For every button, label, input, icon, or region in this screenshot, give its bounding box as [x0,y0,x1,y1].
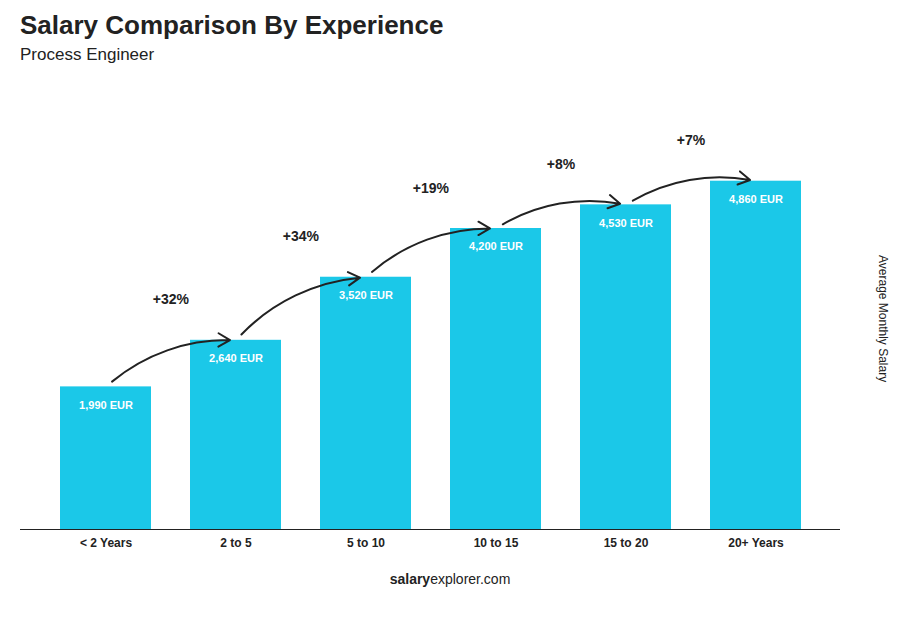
svg-text:20+ Years: 20+ Years [728,536,784,550]
html-text:salary explorer.com: salary explorer.com [389,571,511,587]
svg-text:15 to 20: 15 to 20 [604,536,649,550]
svg-text:5 to 10: 5 to 10 [347,536,385,550]
svg-text:+19%: +19% [413,180,450,196]
svg-text:2,640 EUR: 2,640 EUR [209,352,263,364]
svg-text:+32%: +32% [153,291,190,307]
svg-text:10 to 15: 10 to 15 [474,536,519,550]
html-text:Salary Comparison By Experienc: Salary Comparison By Experience [20,10,444,40]
svg-text:+8%: +8% [547,156,576,172]
svg-text:+7%: +7% [677,132,706,148]
svg-text:< 2 Years: < 2 Years [80,536,132,550]
svg-text:+34%: +34% [283,228,320,244]
svg-text:4,200 EUR: 4,200 EUR [469,240,523,252]
html-text:Process Engineer: Process Engineer [20,45,155,64]
svg-text:4,530 EUR: 4,530 EUR [599,217,653,229]
svg-text:1,990 EUR: 1,990 EUR [79,399,133,411]
html-text:Average Monthly Salary: Average Monthly Salary [876,255,890,383]
svg-text:4,860 EUR: 4,860 EUR [729,193,783,205]
svg-text:2 to 5: 2 to 5 [220,536,252,550]
svg-text:3,520 EUR: 3,520 EUR [339,289,393,301]
